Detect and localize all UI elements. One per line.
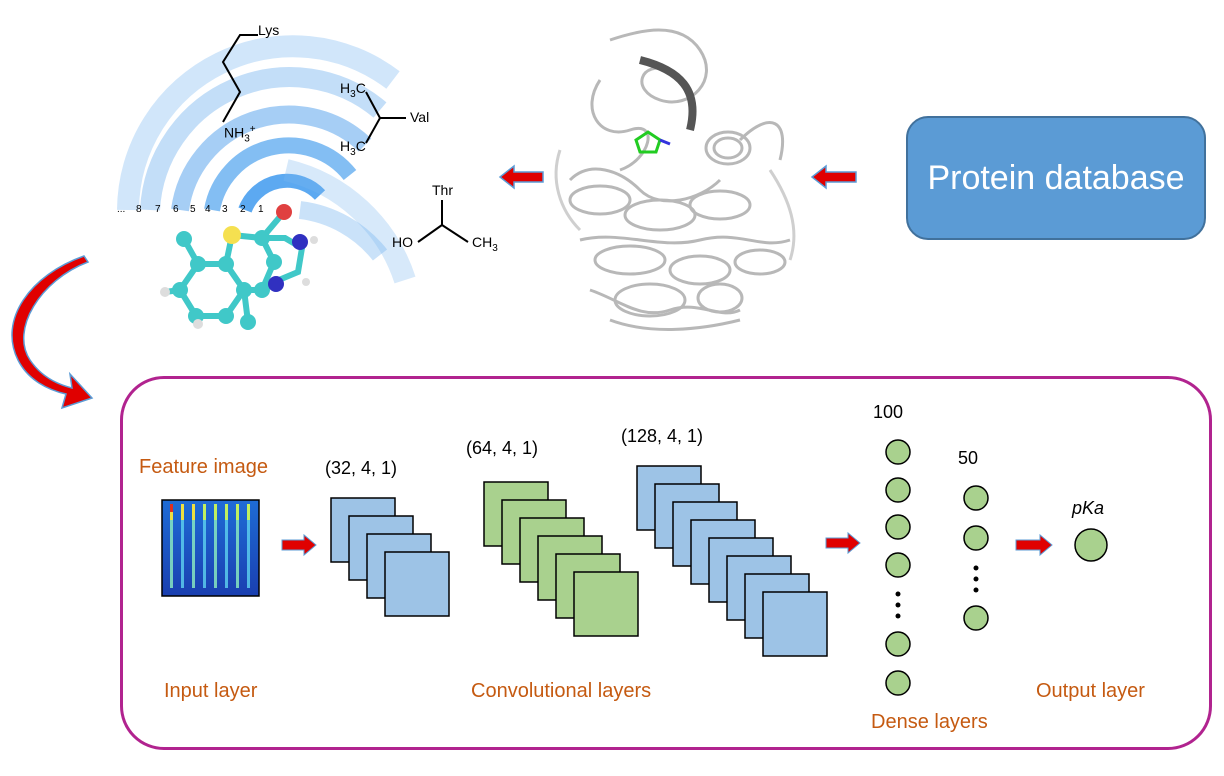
- ring-number: ...: [117, 204, 126, 215]
- arrow-protein-to-features: [498, 164, 544, 190]
- dense1-size: 100: [873, 402, 904, 422]
- protein-structure: [554, 28, 796, 331]
- pka-label: pKa: [1072, 498, 1105, 518]
- conv-stack-2: [483, 481, 639, 637]
- arrow-conv-to-dense: [825, 531, 861, 555]
- val-h3c-top-label: H3C: [340, 80, 366, 100]
- neuron: [885, 552, 911, 578]
- feature-map: [762, 591, 828, 657]
- heatmap-stripe-top: [192, 504, 195, 520]
- heatmap-stripe-top: [181, 504, 184, 520]
- dense2-size: 50: [958, 448, 979, 468]
- ellipsis-dot: [895, 602, 901, 608]
- arrow-db-to-protein: [810, 164, 857, 190]
- heatmap-stripe-top: [247, 504, 250, 520]
- curved-arrow: [11, 255, 94, 410]
- neuron: [885, 477, 911, 503]
- ring-number: 7: [155, 204, 161, 215]
- lys-chain: [221, 34, 258, 123]
- heatmap-hotspot: [170, 504, 173, 512]
- ring-number: 1: [258, 204, 264, 215]
- ellipsis-dot: [973, 565, 979, 571]
- environment-rings: [117, 35, 416, 284]
- heatmap-stripe: [236, 504, 239, 588]
- heatmap-stripe: [225, 504, 228, 588]
- heatmap-stripe-top: [225, 504, 228, 520]
- neuron: [885, 670, 911, 696]
- neuron: [885, 439, 911, 465]
- ellipsis-dot: [895, 591, 901, 597]
- dense-layers-label: Dense layers: [871, 711, 988, 733]
- val-chain: [365, 91, 406, 144]
- feature-map: [573, 571, 639, 637]
- neuron: [963, 525, 989, 551]
- ho-label: HO: [392, 234, 413, 250]
- heatmap-stripe-top: [214, 504, 217, 520]
- heatmap-stripe-top: [236, 504, 239, 520]
- nh3-label: NH3+: [224, 124, 256, 145]
- neuron: [963, 485, 989, 511]
- heatmap-stripe: [203, 504, 206, 588]
- val-label: Val: [410, 109, 430, 125]
- conv-stack-1: [330, 497, 450, 617]
- feature-map: [384, 551, 450, 617]
- arrow-dense-to-output: [1015, 533, 1053, 557]
- neuron: [963, 605, 989, 631]
- feature-image-label: Feature image: [139, 456, 268, 478]
- ring-number: 3: [222, 204, 228, 215]
- ligand-molecule: [160, 204, 318, 330]
- heatmap-stripe: [247, 504, 250, 588]
- ring-number: 2: [240, 204, 246, 215]
- ring-number: 5: [190, 204, 196, 215]
- heatmap-stripe: [214, 504, 217, 588]
- dense-layer-1: [885, 439, 911, 696]
- output-layer-label: Output layer: [1036, 680, 1145, 702]
- heatmap-stripe-top: [203, 504, 206, 520]
- ellipsis-dot: [895, 613, 901, 619]
- output-neuron: [1074, 528, 1108, 562]
- arrow-input-to-conv: [281, 533, 317, 557]
- conv1-dimensions: (32, 4, 1): [325, 458, 398, 478]
- ch3-label: CH3: [472, 234, 498, 254]
- protein-database-box: Protein database: [906, 116, 1206, 240]
- conv-layers-label: Convolutional layers: [471, 680, 652, 702]
- ring-number: 6: [173, 204, 179, 215]
- heatmap-stripe: [181, 504, 184, 588]
- bound-ligand: [634, 130, 671, 154]
- neuron: [885, 514, 911, 540]
- lys-label: Lys: [258, 22, 280, 38]
- val-h3c-bot-label: H3C: [340, 138, 366, 158]
- conv2-dimensions: (64, 4, 1): [466, 438, 539, 458]
- ellipsis-dot: [973, 576, 979, 582]
- ellipsis-dot: [973, 587, 979, 593]
- conv3-dimensions: (128, 4, 1): [621, 426, 704, 446]
- heatmap-stripe: [170, 504, 173, 588]
- heatmap-stripe: [192, 504, 195, 588]
- dense-layer-2: [963, 485, 989, 631]
- protein-database-label: Protein database: [927, 158, 1185, 197]
- ring-number: 8: [136, 204, 142, 215]
- thr-chain: [417, 200, 469, 243]
- conv-stack-3: [636, 465, 828, 657]
- thr-label: Thr: [432, 182, 453, 198]
- ring-number: 4: [205, 204, 211, 215]
- cnn-architecture-box: [120, 376, 1212, 750]
- feature-image: [161, 499, 260, 597]
- input-layer-label: Input layer: [164, 680, 258, 702]
- neuron: [885, 631, 911, 657]
